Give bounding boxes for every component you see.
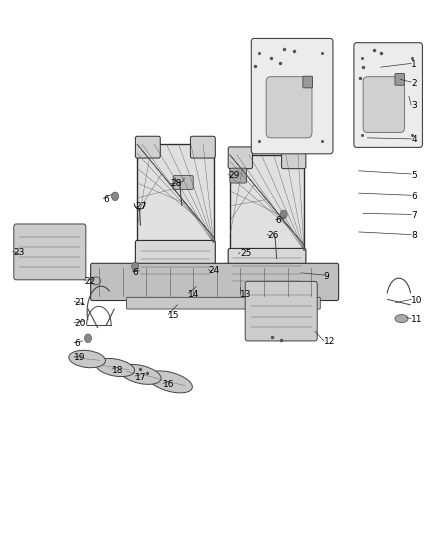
Ellipse shape bbox=[395, 314, 408, 322]
Text: 22: 22 bbox=[85, 277, 96, 286]
Text: 6: 6 bbox=[74, 339, 80, 348]
Bar bbox=[230, 155, 304, 251]
Text: 18: 18 bbox=[112, 366, 124, 375]
Bar bbox=[137, 144, 214, 243]
Ellipse shape bbox=[69, 350, 106, 368]
Text: 29: 29 bbox=[229, 171, 240, 180]
Text: 24: 24 bbox=[208, 266, 220, 275]
Text: 6: 6 bbox=[411, 192, 417, 201]
FancyBboxPatch shape bbox=[135, 240, 215, 285]
FancyBboxPatch shape bbox=[14, 224, 86, 280]
FancyBboxPatch shape bbox=[228, 147, 252, 168]
Ellipse shape bbox=[132, 262, 139, 271]
Text: 1: 1 bbox=[411, 60, 417, 69]
Text: 6: 6 bbox=[276, 216, 282, 225]
Text: 19: 19 bbox=[74, 353, 85, 362]
FancyBboxPatch shape bbox=[91, 263, 339, 301]
FancyBboxPatch shape bbox=[191, 136, 215, 158]
Text: 5: 5 bbox=[411, 171, 417, 180]
FancyBboxPatch shape bbox=[354, 43, 423, 148]
Text: 7: 7 bbox=[411, 211, 417, 220]
FancyBboxPatch shape bbox=[230, 168, 247, 183]
Ellipse shape bbox=[148, 371, 192, 393]
Ellipse shape bbox=[120, 365, 161, 384]
Text: 11: 11 bbox=[411, 315, 423, 324]
Text: 27: 27 bbox=[135, 203, 147, 212]
Text: 2: 2 bbox=[411, 78, 417, 87]
Bar bbox=[137, 144, 214, 243]
Text: 21: 21 bbox=[74, 298, 85, 307]
FancyBboxPatch shape bbox=[282, 147, 306, 168]
Text: 28: 28 bbox=[170, 179, 181, 188]
FancyBboxPatch shape bbox=[363, 77, 405, 133]
Text: 20: 20 bbox=[74, 319, 85, 328]
FancyBboxPatch shape bbox=[303, 76, 312, 88]
Text: 9: 9 bbox=[324, 272, 329, 280]
Text: 23: 23 bbox=[13, 248, 24, 257]
Text: 16: 16 bbox=[163, 380, 175, 389]
FancyBboxPatch shape bbox=[228, 248, 306, 291]
Text: 10: 10 bbox=[411, 296, 423, 305]
Text: 3: 3 bbox=[411, 101, 417, 110]
Text: 6: 6 bbox=[133, 269, 138, 277]
Text: 4: 4 bbox=[411, 135, 417, 144]
FancyBboxPatch shape bbox=[173, 175, 193, 189]
Text: 14: 14 bbox=[188, 289, 200, 298]
FancyBboxPatch shape bbox=[266, 77, 312, 138]
Text: 8: 8 bbox=[411, 231, 417, 240]
FancyBboxPatch shape bbox=[135, 136, 160, 158]
Ellipse shape bbox=[280, 210, 287, 219]
Text: 12: 12 bbox=[324, 337, 335, 346]
Text: 25: 25 bbox=[240, 249, 251, 259]
Text: 6: 6 bbox=[103, 195, 109, 204]
Text: 26: 26 bbox=[267, 231, 279, 240]
Bar bbox=[230, 155, 304, 251]
Text: 17: 17 bbox=[135, 373, 147, 382]
Ellipse shape bbox=[112, 192, 119, 200]
FancyBboxPatch shape bbox=[245, 281, 317, 341]
FancyBboxPatch shape bbox=[127, 297, 320, 309]
Text: 15: 15 bbox=[168, 311, 180, 320]
Ellipse shape bbox=[91, 277, 101, 285]
FancyBboxPatch shape bbox=[251, 38, 333, 154]
Ellipse shape bbox=[85, 334, 92, 343]
FancyBboxPatch shape bbox=[395, 74, 405, 85]
Text: 13: 13 bbox=[240, 289, 251, 298]
Ellipse shape bbox=[95, 359, 134, 376]
